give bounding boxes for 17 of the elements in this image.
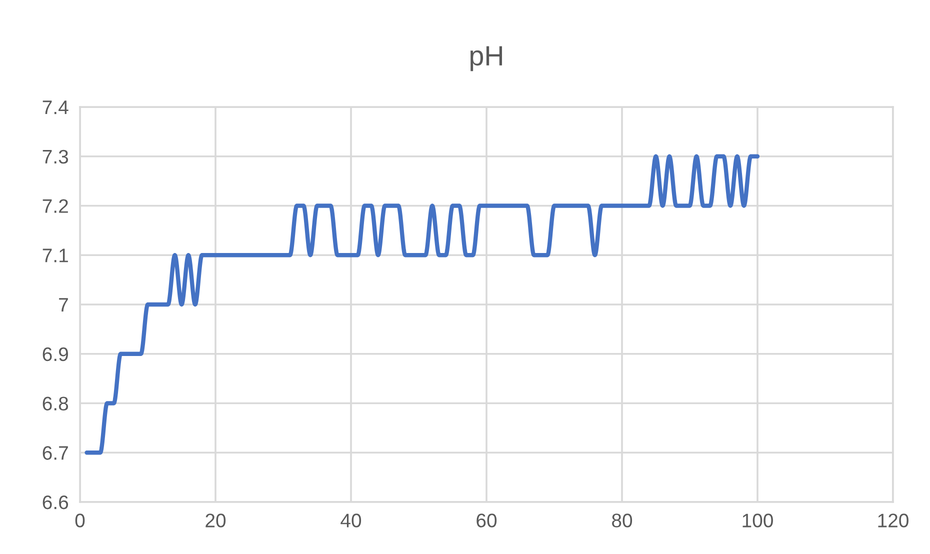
x-tick-label: 0 bbox=[75, 514, 85, 528]
y-tick-label: 7.1 bbox=[42, 248, 68, 262]
x-tick-label: 100 bbox=[742, 514, 773, 528]
x-tick-label: 60 bbox=[476, 514, 497, 528]
x-tick-label: 40 bbox=[340, 514, 362, 528]
y-tick-label: 7.3 bbox=[42, 150, 68, 164]
y-tick-label: 6.7 bbox=[42, 446, 68, 460]
y-tick-label: 6.8 bbox=[42, 396, 68, 410]
x-tick-label: 120 bbox=[878, 514, 908, 528]
y-tick-label: 7.4 bbox=[42, 100, 68, 114]
y-tick-label: 7.2 bbox=[42, 199, 68, 213]
y-tick-label: 6.9 bbox=[42, 347, 68, 362]
y-tick-label: 7 bbox=[59, 298, 68, 312]
x-tick-label: 20 bbox=[206, 514, 226, 528]
x-tick-label: 80 bbox=[612, 514, 632, 528]
chart-title: pH bbox=[470, 46, 502, 72]
y-tick-label: 6.6 bbox=[42, 495, 68, 510]
